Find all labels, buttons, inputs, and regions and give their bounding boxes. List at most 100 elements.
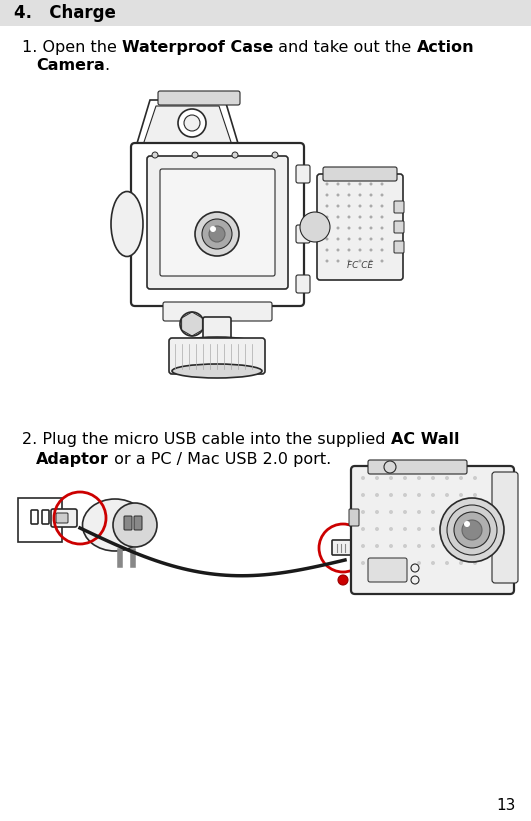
Text: Action: Action [417, 40, 474, 55]
Circle shape [209, 226, 225, 242]
Circle shape [381, 204, 383, 208]
Circle shape [347, 249, 350, 251]
Circle shape [358, 215, 362, 218]
Circle shape [447, 505, 497, 555]
FancyBboxPatch shape [394, 201, 404, 213]
Circle shape [272, 152, 278, 158]
Circle shape [326, 237, 329, 241]
Circle shape [462, 520, 482, 540]
Circle shape [358, 204, 362, 208]
Circle shape [375, 527, 379, 531]
Circle shape [370, 227, 373, 230]
Circle shape [358, 194, 362, 196]
Circle shape [459, 510, 463, 514]
Circle shape [195, 212, 239, 256]
Circle shape [375, 544, 379, 548]
Ellipse shape [111, 191, 143, 256]
Circle shape [473, 527, 477, 531]
Circle shape [361, 510, 365, 514]
FancyBboxPatch shape [163, 302, 272, 321]
Circle shape [326, 227, 329, 230]
Circle shape [326, 194, 329, 196]
Circle shape [445, 493, 449, 497]
Circle shape [473, 510, 477, 514]
Circle shape [403, 527, 407, 531]
Circle shape [403, 476, 407, 480]
Circle shape [417, 561, 421, 565]
Circle shape [358, 259, 362, 263]
Circle shape [361, 493, 365, 497]
Circle shape [459, 527, 463, 531]
Circle shape [347, 227, 350, 230]
Circle shape [358, 237, 362, 241]
Circle shape [113, 503, 157, 547]
FancyBboxPatch shape [296, 275, 310, 293]
Circle shape [459, 476, 463, 480]
Circle shape [389, 561, 393, 565]
Circle shape [338, 575, 348, 585]
FancyBboxPatch shape [394, 221, 404, 233]
Circle shape [389, 476, 393, 480]
Circle shape [445, 476, 449, 480]
FancyBboxPatch shape [394, 241, 404, 253]
Circle shape [389, 527, 393, 531]
Circle shape [381, 259, 383, 263]
Text: 4.   Charge: 4. Charge [14, 4, 116, 22]
Circle shape [361, 561, 365, 565]
Circle shape [454, 512, 490, 548]
Circle shape [459, 493, 463, 497]
Bar [0, 0, 531, 26]
Circle shape [347, 204, 350, 208]
Circle shape [347, 237, 350, 241]
Circle shape [347, 194, 350, 196]
FancyBboxPatch shape [368, 558, 407, 582]
Circle shape [431, 527, 435, 531]
Text: Waterproof Case: Waterproof Case [122, 40, 273, 55]
Circle shape [473, 493, 477, 497]
Circle shape [337, 227, 339, 230]
Circle shape [370, 259, 373, 263]
FancyBboxPatch shape [131, 143, 304, 306]
Text: Adaptor: Adaptor [36, 452, 109, 467]
Circle shape [370, 237, 373, 241]
FancyBboxPatch shape [31, 510, 38, 524]
Circle shape [445, 510, 449, 514]
FancyBboxPatch shape [368, 460, 467, 474]
Circle shape [440, 498, 504, 562]
Circle shape [375, 510, 379, 514]
Circle shape [337, 237, 339, 241]
FancyBboxPatch shape [18, 498, 62, 542]
Circle shape [431, 561, 435, 565]
Circle shape [417, 527, 421, 531]
Text: AC Wall: AC Wall [391, 432, 459, 447]
Circle shape [347, 182, 350, 186]
Circle shape [202, 219, 232, 249]
Circle shape [417, 544, 421, 548]
Circle shape [232, 152, 238, 158]
Circle shape [381, 182, 383, 186]
Circle shape [431, 493, 435, 497]
Circle shape [326, 204, 329, 208]
Circle shape [473, 561, 477, 565]
Circle shape [358, 182, 362, 186]
Circle shape [358, 249, 362, 251]
Circle shape [326, 259, 329, 263]
FancyBboxPatch shape [492, 472, 518, 583]
Text: 13: 13 [496, 798, 516, 813]
FancyBboxPatch shape [332, 540, 352, 555]
FancyBboxPatch shape [203, 317, 231, 343]
Text: .: . [105, 58, 110, 73]
Circle shape [184, 115, 200, 131]
Circle shape [375, 561, 379, 565]
Circle shape [431, 476, 435, 480]
Polygon shape [135, 100, 240, 150]
Circle shape [180, 312, 204, 336]
Circle shape [326, 215, 329, 218]
Circle shape [337, 194, 339, 196]
Circle shape [370, 194, 373, 196]
Circle shape [152, 152, 158, 158]
Circle shape [347, 259, 350, 263]
Text: 1. Open the: 1. Open the [22, 40, 122, 55]
Circle shape [417, 493, 421, 497]
Circle shape [370, 249, 373, 251]
